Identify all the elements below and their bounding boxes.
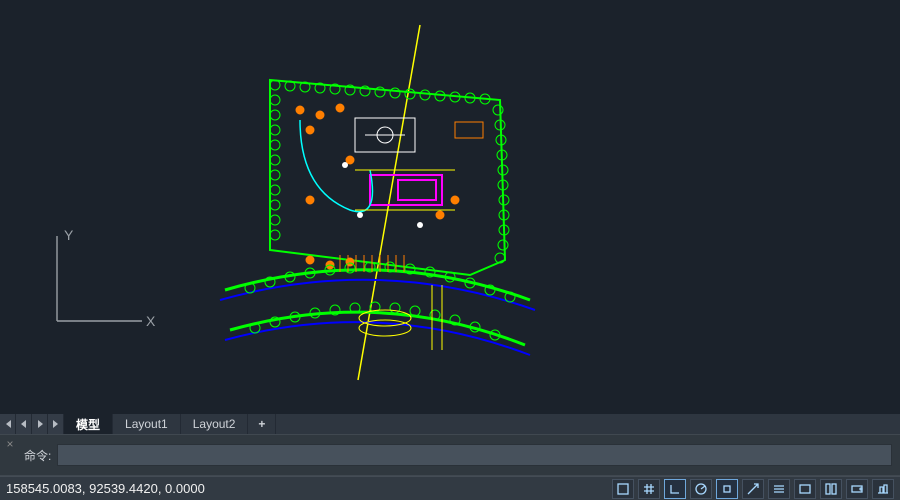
snap-toggle[interactable] bbox=[612, 479, 634, 499]
model-paper-toggle[interactable] bbox=[794, 479, 816, 499]
status-bar: 158545.0083, 92539.4420, 0.0000 bbox=[0, 476, 900, 500]
tab-first-button[interactable] bbox=[0, 414, 16, 434]
command-label: 命令: bbox=[20, 447, 51, 464]
tab-next-button[interactable] bbox=[32, 414, 48, 434]
layout-tab-bar: 模型 Layout1 Layout2 + bbox=[0, 414, 900, 434]
command-close-button[interactable]: × bbox=[0, 434, 20, 476]
coordinate-readout: 158545.0083, 92539.4420, 0.0000 bbox=[0, 481, 205, 496]
tab-last-button[interactable] bbox=[48, 414, 64, 434]
drawing-canvas[interactable]: Y X bbox=[0, 0, 900, 416]
tab-layout1[interactable]: Layout1 bbox=[113, 414, 181, 434]
tab-layout2[interactable]: Layout2 bbox=[181, 414, 249, 434]
status-extra2[interactable] bbox=[846, 479, 868, 499]
tab-add-button[interactable]: + bbox=[248, 414, 276, 434]
tab-add-label: + bbox=[258, 417, 265, 431]
grid-toggle[interactable] bbox=[638, 479, 660, 499]
tab-layout2-label: Layout2 bbox=[193, 417, 236, 431]
status-extra3[interactable] bbox=[872, 479, 894, 499]
command-bar: × 命令: bbox=[0, 434, 900, 476]
command-input[interactable] bbox=[57, 444, 892, 466]
otrack-toggle[interactable] bbox=[742, 479, 764, 499]
tab-prev-button[interactable] bbox=[16, 414, 32, 434]
ucs-y-label: Y bbox=[64, 227, 74, 243]
close-icon: × bbox=[6, 437, 13, 451]
tab-model[interactable]: 模型 bbox=[64, 414, 113, 434]
ucs-icon: Y X bbox=[42, 226, 162, 336]
ucs-x-label: X bbox=[146, 313, 156, 329]
status-extra1[interactable] bbox=[820, 479, 842, 499]
lwt-toggle[interactable] bbox=[768, 479, 790, 499]
ortho-toggle[interactable] bbox=[664, 479, 686, 499]
tab-layout1-label: Layout1 bbox=[125, 417, 168, 431]
osnap-toggle[interactable] bbox=[716, 479, 738, 499]
polar-toggle[interactable] bbox=[690, 479, 712, 499]
site-plan bbox=[0, 0, 900, 416]
tab-model-label: 模型 bbox=[76, 416, 100, 433]
status-toggle-group bbox=[612, 479, 900, 499]
